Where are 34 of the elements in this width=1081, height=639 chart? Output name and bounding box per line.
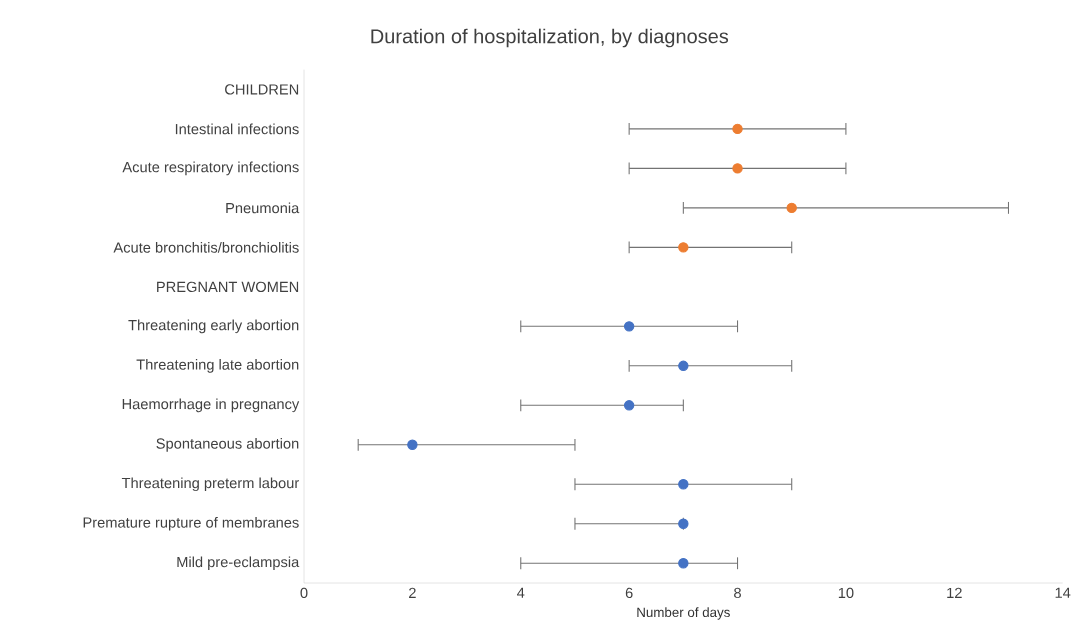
point bbox=[678, 518, 689, 529]
point bbox=[786, 202, 797, 214]
point bbox=[407, 439, 418, 451]
y-tick-label: Pneumonia bbox=[226, 202, 300, 214]
y-tick-label: Threatening early abortion bbox=[128, 319, 299, 334]
x-tick-label: 4 bbox=[517, 587, 525, 598]
point bbox=[623, 400, 635, 411]
x-tick-label: 10 bbox=[838, 587, 854, 599]
y-tick-label: Threatening late abortion bbox=[136, 358, 299, 373]
point bbox=[623, 321, 635, 332]
y-tick-label: PREGNANT WOMEN bbox=[157, 281, 299, 293]
y-tick-label: Acute respiratory infections bbox=[122, 161, 299, 176]
y-tick-label: Mild pre-eclampsia bbox=[177, 556, 300, 571]
y-tick-label: Premature rupture of membranes bbox=[83, 516, 299, 531]
y-tick-label: Intestinal infections bbox=[175, 123, 299, 135]
y-tick-label: Spontaneous abortion bbox=[156, 437, 299, 452]
point bbox=[678, 360, 689, 372]
y-tick-label: Haemorrhage in pregnancy bbox=[122, 398, 300, 413]
x-tick-label: 12 bbox=[947, 587, 962, 598]
x-tick-label: 2 bbox=[409, 587, 416, 598]
x-tick-label: 14 bbox=[1055, 587, 1071, 598]
y-tick-label: Acute bronchitis/bronchiolitis bbox=[113, 241, 299, 253]
x-tick-label: 6 bbox=[625, 587, 633, 599]
y-tick-label: CHILDREN bbox=[225, 84, 299, 95]
point bbox=[678, 479, 689, 490]
x-tick-label: 0 bbox=[300, 587, 308, 599]
point bbox=[732, 163, 743, 174]
x-axis-title: Number of days bbox=[637, 607, 730, 620]
chart-title: Duration of hospitalization, by diagnoses bbox=[371, 28, 729, 48]
y-tick-label: Threatening preterm labour bbox=[121, 477, 300, 492]
x-tick-label: 8 bbox=[734, 587, 741, 599]
point bbox=[678, 242, 689, 253]
point bbox=[732, 123, 743, 135]
point bbox=[678, 558, 689, 569]
